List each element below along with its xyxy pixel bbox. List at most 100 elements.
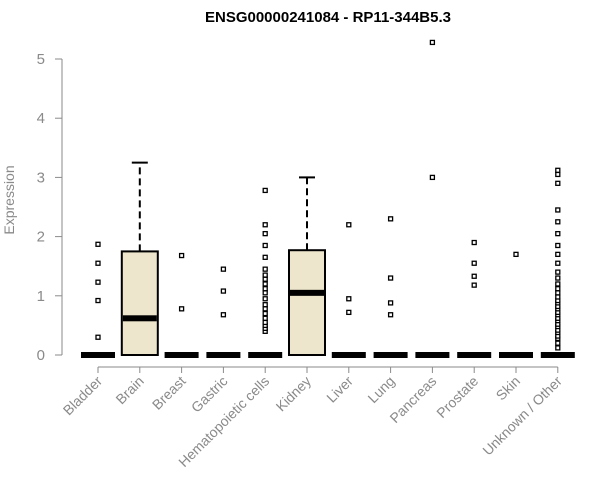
outlier-point — [178, 306, 185, 312]
y-tick-label: 5 — [37, 51, 45, 68]
median-bar — [457, 352, 492, 358]
outlier-point — [262, 276, 268, 282]
outlier-point — [555, 286, 561, 292]
y-axis: 0 1 2 3 4 5 — [37, 51, 63, 364]
outlier-point — [262, 290, 268, 296]
y-tick-label: 2 — [37, 229, 45, 246]
outlier-point — [555, 219, 561, 225]
median-bar — [499, 352, 533, 358]
x-tick-label: Brain — [112, 373, 146, 407]
median-bar — [290, 289, 324, 296]
outlier-point — [555, 275, 561, 281]
box-group — [81, 241, 115, 358]
y-tick-label: 1 — [37, 288, 45, 305]
outlier-point — [555, 290, 561, 296]
outlier-point — [387, 312, 394, 318]
chart-title: ENSG00000241084 - RP11-344B5.3 — [205, 9, 451, 26]
outlier-point — [555, 230, 561, 237]
outlier-point — [387, 275, 394, 281]
outlier-point — [471, 239, 477, 246]
outlier-point — [471, 273, 477, 279]
outlier-point — [555, 207, 561, 213]
outlier-point — [262, 319, 268, 326]
y-tick-label: 0 — [37, 347, 45, 364]
outlier-point — [262, 281, 268, 287]
outlier-point — [262, 310, 268, 317]
outlier-point — [346, 222, 352, 228]
outlier-point — [262, 230, 268, 237]
outlier-point — [95, 334, 101, 340]
outlier-point — [387, 216, 394, 222]
outlier-point — [555, 167, 561, 173]
outlier-point — [220, 266, 227, 272]
box-group — [331, 222, 366, 358]
outlier-point — [555, 281, 561, 287]
median-bar — [206, 352, 241, 358]
x-tick-label: Unknown / Other — [479, 373, 565, 459]
x-tick-label: Liver — [323, 373, 356, 406]
outlier-point — [387, 300, 394, 306]
y-tick-label: 3 — [37, 169, 45, 186]
outlier-point — [262, 296, 268, 302]
y-tick-label: 4 — [37, 110, 45, 127]
x-tick-label: Skin — [493, 373, 524, 404]
box-group — [120, 161, 159, 356]
box-rect — [120, 250, 159, 356]
x-tick-label: Breast — [149, 373, 189, 413]
box-group — [164, 252, 199, 358]
outlier-point — [555, 251, 561, 258]
box-group — [457, 239, 492, 358]
outlier-point — [262, 254, 268, 260]
box-series — [81, 39, 575, 358]
outlier-point — [471, 282, 477, 288]
median-bar — [122, 315, 157, 322]
outlier-point — [555, 180, 561, 186]
outlier-point — [346, 296, 352, 302]
median-bar — [248, 352, 283, 358]
box-group — [248, 187, 283, 358]
outlier-point — [178, 252, 185, 259]
outlier-point — [95, 241, 101, 247]
box-group — [288, 176, 326, 356]
outlier-point — [555, 340, 561, 346]
outlier-point — [220, 288, 227, 294]
outlier-point — [262, 187, 268, 194]
y-axis-label: Expression — [1, 165, 17, 234]
outlier-point — [471, 260, 477, 266]
x-tick-label: Bladder — [60, 373, 106, 419]
outlier-point — [262, 286, 268, 292]
median-bar — [164, 352, 199, 358]
outlier-point — [555, 171, 561, 178]
outlier-point — [262, 306, 268, 312]
outlier-point — [555, 260, 561, 266]
box-group — [373, 216, 408, 358]
outlier-point — [95, 260, 101, 266]
box-group — [499, 251, 533, 358]
outlier-point — [262, 222, 268, 228]
outlier-point — [555, 269, 561, 275]
box-group — [540, 167, 575, 358]
x-tick-label: Kidney — [273, 373, 315, 415]
outlier-point — [346, 309, 352, 316]
outlier-point — [262, 315, 268, 321]
outlier-point — [555, 345, 561, 351]
outlier-point — [262, 302, 268, 308]
outlier-point — [429, 174, 436, 181]
outlier-point — [262, 266, 268, 272]
box-rect — [288, 249, 326, 356]
x-tick-label: Lung — [364, 373, 397, 406]
outlier-point — [220, 312, 227, 318]
outlier-point — [95, 279, 101, 285]
median-bar — [540, 352, 575, 358]
x-tick-label: Prostate — [433, 373, 481, 421]
median-bar — [81, 352, 115, 358]
outlier-point — [513, 251, 519, 258]
median-bar — [331, 352, 366, 358]
outlier-point — [555, 242, 561, 249]
median-bar — [373, 352, 408, 358]
outlier-point — [555, 294, 561, 300]
box-group — [415, 39, 450, 358]
outlier-point — [429, 39, 436, 46]
